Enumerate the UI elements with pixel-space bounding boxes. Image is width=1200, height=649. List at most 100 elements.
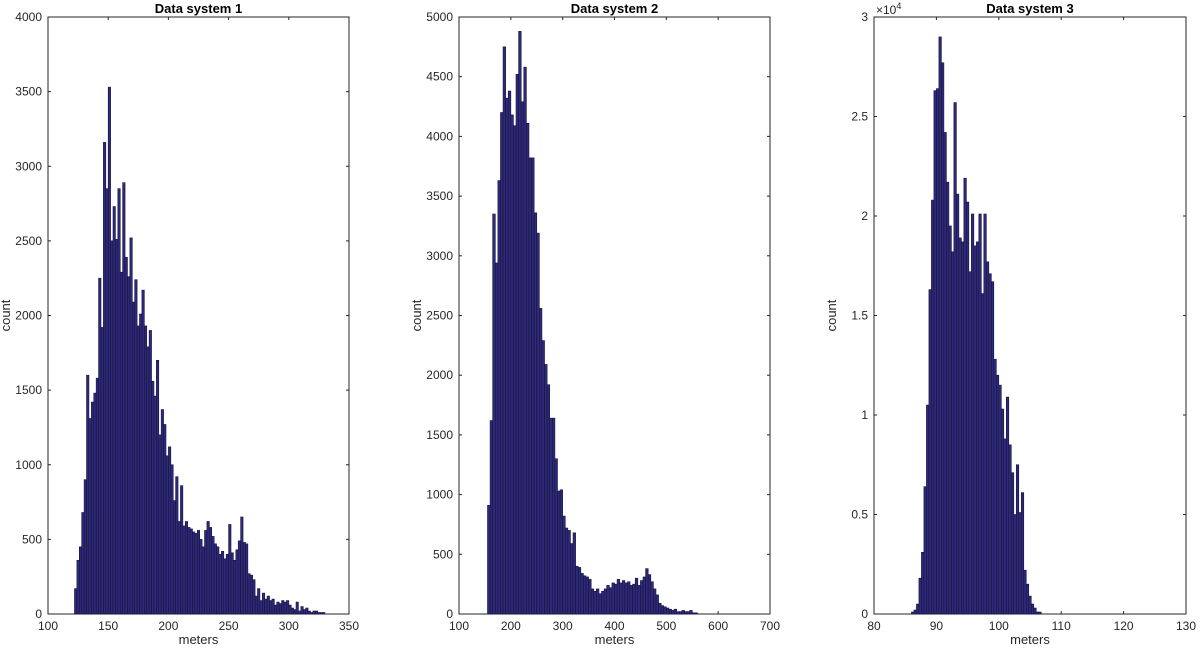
- histogram-bar: [1023, 569, 1027, 615]
- histogram-bar: [319, 612, 323, 615]
- histogram-bar: [98, 277, 102, 615]
- histogram-bar: [694, 612, 698, 615]
- x-tick-label: 600: [708, 619, 728, 633]
- histogram-bar: [938, 36, 942, 615]
- histogram-bar: [951, 251, 955, 615]
- histogram-bar: [225, 553, 229, 615]
- histogram-bar: [971, 213, 975, 615]
- histogram-bar: [507, 90, 512, 615]
- histogram-bar: [182, 525, 186, 615]
- histogram-bar: [1010, 472, 1015, 615]
- histogram-bar: [1015, 464, 1020, 615]
- histogram-bar: [131, 301, 135, 615]
- histogram-bar: [88, 418, 92, 615]
- histogram-bar: [609, 587, 613, 615]
- histogram-bar: [95, 377, 99, 615]
- histogram-bar: [110, 240, 114, 615]
- histogram-bar: [634, 577, 639, 615]
- histogram-bar: [192, 531, 196, 615]
- histogram-bar: [79, 546, 83, 615]
- histogram-bar: [237, 540, 241, 615]
- histogram-bar: [1005, 396, 1010, 615]
- y-tick-label: 1500: [15, 383, 42, 397]
- histogram-bar: [549, 417, 553, 615]
- histogram-bar: [213, 543, 217, 615]
- plot-area: [873, 16, 1187, 615]
- panel-data-system-3: 80 90 100 110 120 130 0 0.5 1 1.5 2 2.5 3 Data system…: [824, 1, 1196, 647]
- histogram-bar: [544, 364, 548, 615]
- histogram-bar: [184, 521, 188, 615]
- histogram-bar: [298, 610, 302, 615]
- y-tick-label: 0: [35, 607, 42, 621]
- histogram-bar: [505, 97, 509, 615]
- y-axis-exponent-base: ×10: [876, 3, 897, 17]
- histogram-bar: [541, 340, 545, 615]
- histogram-bar: [678, 611, 683, 615]
- y-tick-label: 2000: [426, 368, 453, 382]
- x-tick-label: 500: [656, 619, 676, 633]
- histogram-bar: [686, 611, 690, 615]
- histogram-bar: [274, 604, 278, 615]
- histogram-bar: [946, 181, 950, 615]
- histogram-bar: [134, 279, 138, 615]
- y-tick-label: 1: [861, 408, 868, 422]
- histogram-bar: [218, 553, 222, 615]
- y-tick-label: 4500: [426, 70, 453, 84]
- chart-title: Data system 1: [155, 1, 242, 16]
- histogram-bar: [141, 289, 145, 615]
- histogram-bar: [533, 212, 538, 615]
- ticks: 100 150 200 250 300 3500500100015002000250030…: [15, 10, 359, 633]
- histogram-bar: [551, 417, 556, 615]
- histogram-bar: [211, 536, 215, 615]
- histogram-bar: [536, 232, 540, 615]
- histogram-bar: [175, 476, 179, 615]
- y-tick-label: 1.5: [851, 309, 868, 323]
- x-tick-label: 300: [553, 619, 573, 633]
- y-tick-label: 500: [433, 547, 453, 561]
- histogram-bar: [264, 598, 268, 615]
- y-tick-label: 0.5: [851, 508, 868, 522]
- histogram-bar: [163, 424, 167, 615]
- histogram-bar: [100, 327, 104, 615]
- histogram-bar: [139, 313, 143, 615]
- histogram-bar: [650, 581, 654, 615]
- histogram-bar: [668, 608, 672, 615]
- histogram-bar: [557, 490, 561, 615]
- histogram-bar: [510, 114, 514, 615]
- histogram-bar: [112, 206, 116, 615]
- histogram-bar: [245, 543, 249, 615]
- histogram-bar: [658, 602, 662, 615]
- histogram-bar: [312, 610, 316, 615]
- y-tick-label: 3000: [426, 249, 453, 263]
- histogram-bar: [645, 568, 649, 615]
- histogram-bar: [160, 409, 164, 615]
- histogram-bar: [156, 359, 160, 615]
- histogram-bar: [575, 565, 579, 615]
- histogram-bar: [629, 585, 633, 615]
- histogram-bar: [943, 132, 947, 615]
- y-tick-label: 2: [861, 209, 868, 223]
- x-tick-label: 350: [339, 619, 359, 633]
- histogram-bar: [247, 573, 251, 615]
- histogram-bar: [494, 262, 499, 615]
- histogram-bar: [515, 74, 519, 615]
- histogram-bar: [148, 330, 152, 615]
- histogram-bar: [271, 598, 275, 615]
- histogram-bar: [317, 612, 321, 615]
- histogram-bar: [196, 530, 201, 615]
- histogram-bar: [616, 579, 620, 615]
- histogram-bar: [81, 512, 85, 615]
- histogram-bar: [988, 273, 992, 615]
- histogram-bar: [564, 527, 569, 615]
- histogram-bar: [1003, 438, 1007, 615]
- histogram-bar: [963, 177, 967, 615]
- histogram-bar: [619, 582, 623, 615]
- histogram-bar: [283, 601, 287, 615]
- histogram-bar: [593, 591, 597, 615]
- histogram-bar: [177, 521, 181, 615]
- y-tick-label: 2500: [426, 309, 453, 323]
- y-tick-label: 3: [861, 10, 868, 24]
- histogram-bar: [487, 505, 491, 615]
- histogram-bar: [601, 591, 605, 615]
- histogram-bar: [978, 213, 982, 615]
